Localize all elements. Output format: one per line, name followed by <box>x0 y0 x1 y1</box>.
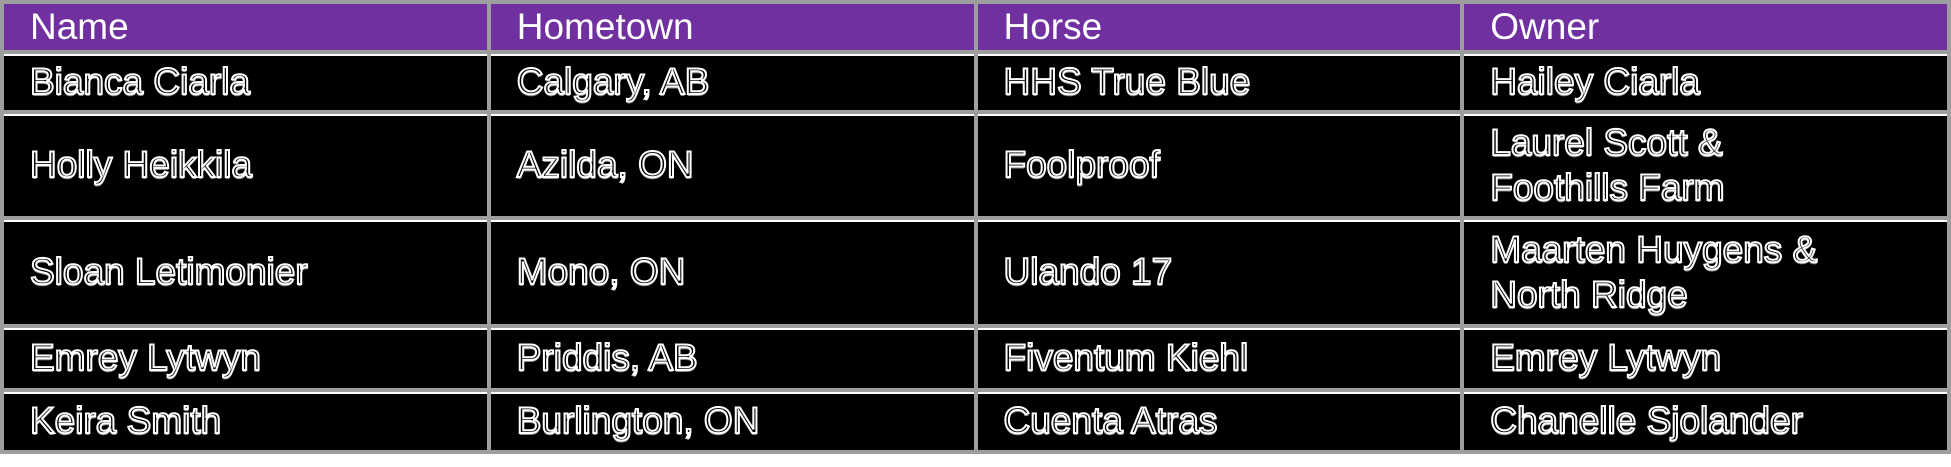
cell-horse: Ulando 17 <box>973 216 1465 328</box>
column-header-name: Name <box>0 0 491 54</box>
cell-hometown: Burlington, ON <box>486 388 978 454</box>
cell-horse: Fiventum Kiehl <box>973 324 1465 392</box>
cell-owner: Maarten Huygens & North Ridge <box>1460 216 1951 328</box>
column-header-owner: Owner <box>1460 0 1951 54</box>
cell-name: Holly Heikkila <box>0 110 491 220</box>
table-row: Emrey Lytwyn Priddis, AB Fiventum Kiehl … <box>0 324 1951 392</box>
cell-name: Keira Smith <box>0 388 491 454</box>
cell-horse: HHS True Blue <box>973 50 1465 114</box>
cell-horse: Cuenta Atras <box>973 388 1465 454</box>
header-row: Name Hometown Horse Owner <box>0 0 1951 54</box>
table-row: Sloan Letimonier Mono, ON Ulando 17 Maar… <box>0 216 1951 328</box>
column-header-horse: Horse <box>973 0 1465 54</box>
results-table: Name Hometown Horse Owner Bianca Ciarla … <box>0 0 1951 454</box>
cell-owner: Hailey Ciarla <box>1460 50 1951 114</box>
cell-hometown: Calgary, AB <box>486 50 978 114</box>
cell-horse: Foolproof <box>973 110 1465 220</box>
cell-hometown: Priddis, AB <box>486 324 978 392</box>
cell-owner: Laurel Scott & Foothills Farm <box>1460 110 1951 220</box>
cell-owner: Emrey Lytwyn <box>1460 324 1951 392</box>
cell-hometown: Mono, ON <box>486 216 978 328</box>
cell-hometown: Azilda, ON <box>486 110 978 220</box>
table-row: Keira Smith Burlington, ON Cuenta Atras … <box>0 388 1951 454</box>
cell-name: Bianca Ciarla <box>0 50 491 114</box>
table-row: Holly Heikkila Azilda, ON Foolproof Laur… <box>0 110 1951 220</box>
cell-name: Sloan Letimonier <box>0 216 491 328</box>
table-row: Bianca Ciarla Calgary, AB HHS True Blue … <box>0 50 1951 114</box>
cell-owner: Chanelle Sjolander <box>1460 388 1951 454</box>
column-header-hometown: Hometown <box>486 0 978 54</box>
cell-name: Emrey Lytwyn <box>0 324 491 392</box>
